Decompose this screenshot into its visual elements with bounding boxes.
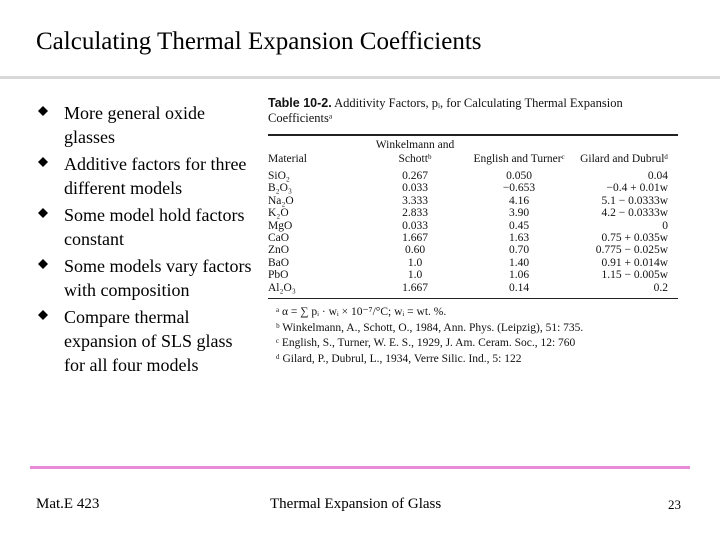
cell-gilard-dubrul: 0	[662, 219, 668, 232]
page-number: 23	[668, 497, 681, 512]
cell-gilard-dubrul: 0.75 + 0.035w	[601, 232, 668, 245]
cell-winkelmann-schott: 2.833	[402, 207, 428, 220]
title-divider	[0, 76, 720, 79]
slide-title: Calculating Thermal Expansion Coefficien…	[36, 28, 482, 55]
cell-english-turner: 0.14	[508, 281, 530, 294]
cell-gilard-dubrul: 5.1 − 0.0333w	[601, 194, 668, 207]
diamond-bullet-icon	[38, 310, 48, 320]
table-row: K₂O 2.833 3.90 4.2 − 0.0333w	[268, 207, 678, 219]
footnote-a: ᵃ α = ∑ pᵢ · wᵢ × 10⁻⁷/°C; wᵢ = wt. %.	[276, 306, 447, 319]
header-winkelmann-schott: Winkelmann and Schottᵇ	[375, 139, 455, 165]
cell-winkelmann-schott: 0.267	[402, 170, 428, 182]
bullet-text: Additive factors for three different mod…	[64, 154, 247, 198]
table-row: Na₂O 3.333 4.16 5.1 − 0.0333w	[268, 195, 678, 207]
table-bottom-rule	[268, 298, 678, 300]
bullet-item: Some model hold factors constant	[38, 203, 253, 251]
table-row: B₂O₃ 0.033 −0.653 −0.4 + 0.01w	[268, 182, 678, 194]
cell-winkelmann-schott: 0.60	[404, 244, 426, 257]
cell-winkelmann-schott: 0.033	[402, 182, 428, 195]
bullet-item: Additive factors for three different mod…	[38, 152, 253, 200]
additivity-table: Material Winkelmann and Schottᵇ English …	[268, 136, 678, 294]
bullet-list: More general oxide glasses Additive fact…	[38, 101, 253, 380]
cell-english-turner: 1.06	[508, 269, 530, 282]
table-row: ZnO 0.60 0.70 0.775 − 0.025w	[268, 244, 678, 256]
table-row: SiO₂ 0.267 0.050 0.04	[268, 170, 678, 182]
bullet-item: More general oxide glasses	[38, 101, 253, 149]
table-header-row: Material Winkelmann and Schottᵇ English …	[268, 136, 678, 170]
cell-gilard-dubrul: 0.91 + 0.014w	[601, 256, 668, 269]
cell-material: CaO	[268, 232, 290, 245]
header-gilard-dubrul: Gilard and Dubrulᵈ	[580, 153, 668, 165]
bullet-text: Compare thermal expansion of SLS glass f…	[64, 307, 233, 375]
cell-english-turner: −0.653	[502, 182, 536, 195]
additivity-factors-table-figure: Table 10-2. Additivity Factors, pᵢ, for …	[268, 96, 678, 367]
bullet-text: Some model hold factors constant	[64, 205, 245, 249]
bullet-item: Some models vary factors with compositio…	[38, 254, 253, 302]
table-footnotes: ᵃ α = ∑ pᵢ · wᵢ × 10⁻⁷/°C; wᵢ = wt. %. ᵇ…	[268, 305, 678, 367]
bullet-text: Some models vary factors with compositio…	[64, 256, 252, 300]
cell-material: K₂O	[268, 207, 289, 220]
cell-english-turner: 4.16	[508, 194, 530, 207]
cell-winkelmann-schott: 3.333	[402, 194, 428, 207]
cell-material: MgO	[268, 219, 293, 232]
bullet-text: More general oxide glasses	[64, 103, 205, 147]
cell-material: B₂O₃	[268, 182, 292, 195]
table-top-rule	[268, 134, 678, 136]
cell-english-turner: 0.70	[508, 244, 530, 257]
cell-english-turner: 0.45	[508, 219, 530, 232]
cell-gilard-dubrul: 1.15 − 0.005w	[601, 269, 668, 282]
cell-material: BaO	[268, 256, 290, 269]
bullet-item: Compare thermal expansion of SLS glass f…	[38, 305, 253, 377]
table-row: CaO 1.667 1.63 0.75 + 0.035w	[268, 232, 678, 244]
cell-winkelmann-schott: 1.667	[402, 281, 428, 294]
cell-gilard-dubrul: 0.2	[653, 281, 668, 294]
footer-divider	[30, 466, 690, 469]
cell-material: SiO₂	[268, 170, 290, 182]
cell-winkelmann-schott: 1.0	[407, 269, 423, 282]
cell-gilard-dubrul: −0.4 + 0.01w	[606, 182, 668, 195]
footnote-c: ᶜ English, S., Turner, W. E. S., 1929, J…	[276, 337, 576, 350]
table-row: Al₂O₃ 1.667 0.14 0.2	[268, 282, 678, 294]
cell-winkelmann-schott: 1.667	[402, 232, 428, 245]
cell-material: Al₂O₃	[268, 281, 296, 294]
cell-english-turner: 1.63	[508, 232, 530, 245]
table-row: PbO 1.0 1.06 1.15 − 0.005w	[268, 269, 678, 281]
cell-english-turner: 3.90	[508, 207, 530, 220]
footer-topic: Thermal Expansion of Glass	[270, 496, 442, 512]
diamond-bullet-icon	[38, 208, 48, 218]
cell-english-turner: 0.050	[506, 170, 532, 182]
header-material: Material	[268, 153, 307, 165]
table-row: BaO 1.0 1.40 0.91 + 0.014w	[268, 257, 678, 269]
cell-material: PbO	[268, 269, 289, 282]
cell-winkelmann-schott: 1.0	[407, 256, 423, 269]
cell-winkelmann-schott: 0.033	[402, 219, 428, 232]
table-caption: Table 10-2. Additivity Factors, pᵢ, for …	[268, 96, 678, 126]
cell-gilard-dubrul: 0.04	[647, 170, 668, 182]
cell-gilard-dubrul: 4.2 − 0.0333w	[601, 207, 668, 220]
cell-material: ZnO	[268, 244, 290, 257]
diamond-bullet-icon	[38, 157, 48, 167]
table-row: MgO 0.033 0.45 0	[268, 220, 678, 232]
footnote-b: ᵇ Winkelmann, A., Schott, O., 1984, Ann.…	[276, 321, 584, 334]
cell-gilard-dubrul: 0.775 − 0.025w	[595, 244, 668, 257]
header-english-turner: English and Turnerᶜ	[473, 153, 565, 165]
diamond-bullet-icon	[38, 106, 48, 116]
diamond-bullet-icon	[38, 259, 48, 269]
footnote-d: ᵈ Gilard, P., Dubrul, L., 1934, Verre Si…	[276, 352, 522, 365]
table-caption-text: Additivity Factors, pᵢ, for Calculating …	[268, 96, 623, 125]
table-caption-label: Table 10-2.	[268, 96, 332, 110]
footer-course: Mat.E 423	[36, 496, 100, 512]
cell-english-turner: 1.40	[508, 256, 530, 269]
cell-material: Na₂O	[268, 194, 294, 207]
